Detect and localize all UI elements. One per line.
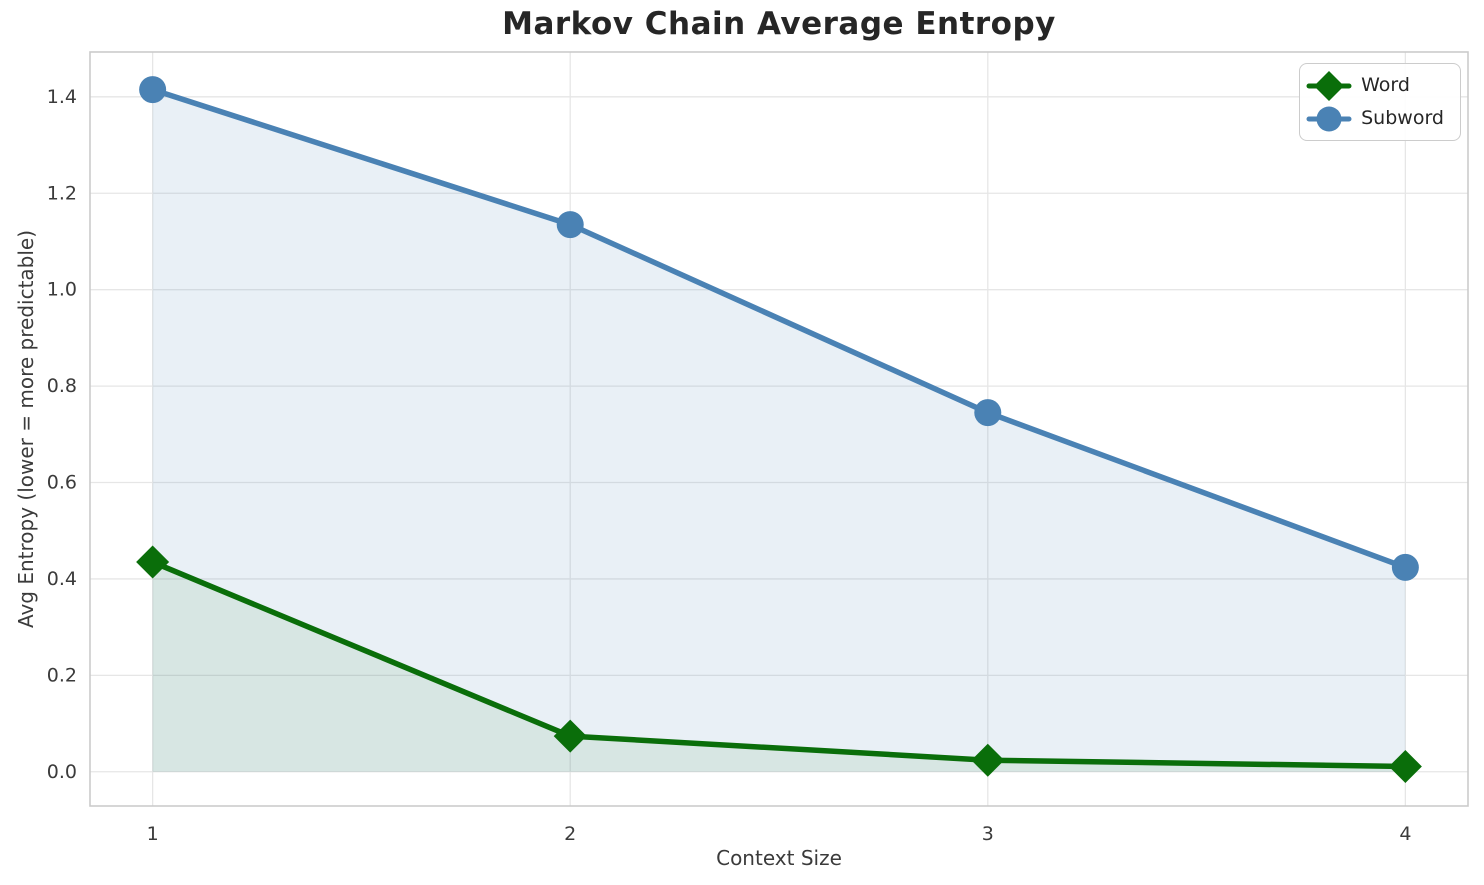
y-tick-label: 0.6 <box>47 472 77 494</box>
y-tick-label: 0.2 <box>47 664 77 686</box>
marker-subword <box>556 211 584 239</box>
y-tick-label: 1.4 <box>47 86 77 108</box>
y-tick-label: 1.0 <box>47 279 77 301</box>
y-tick-label: 1.2 <box>47 182 77 204</box>
legend-label-word: Word <box>1361 74 1410 96</box>
legend-item-word: Word <box>1306 69 1444 102</box>
marker-subword <box>139 76 167 104</box>
area-fill-subword <box>152 89 1406 772</box>
word-line-marker-icon <box>1306 70 1352 101</box>
subword-line-marker-icon <box>1306 106 1352 131</box>
marker-word <box>971 743 1005 777</box>
y-tick-label: 0.0 <box>47 761 77 783</box>
area-fill-word <box>152 562 1406 772</box>
marker-subword <box>974 399 1002 427</box>
chart-title: Markov Chain Average Entropy <box>502 6 1056 42</box>
y-tick-label: 0.8 <box>47 375 77 397</box>
series-line-subword <box>149 86 1409 571</box>
legend: Word Subword <box>1299 63 1461 141</box>
x-tick-label: 3 <box>982 823 994 845</box>
marker-word <box>136 545 170 579</box>
x-axis-label: Context Size <box>716 846 842 870</box>
series-line-word <box>149 559 1409 770</box>
legend-label-subword: Subword <box>1361 107 1444 129</box>
marker-word <box>553 719 587 753</box>
y-tick-label: 0.4 <box>47 568 77 590</box>
x-tick-label: 2 <box>564 823 576 845</box>
marker-subword <box>1391 553 1419 581</box>
x-tick-label: 4 <box>1399 823 1411 845</box>
legend-item-subword: Subword <box>1306 102 1444 135</box>
marker-word <box>1388 749 1422 783</box>
x-tick-label: 1 <box>147 823 159 845</box>
plot-frame <box>89 51 1469 807</box>
